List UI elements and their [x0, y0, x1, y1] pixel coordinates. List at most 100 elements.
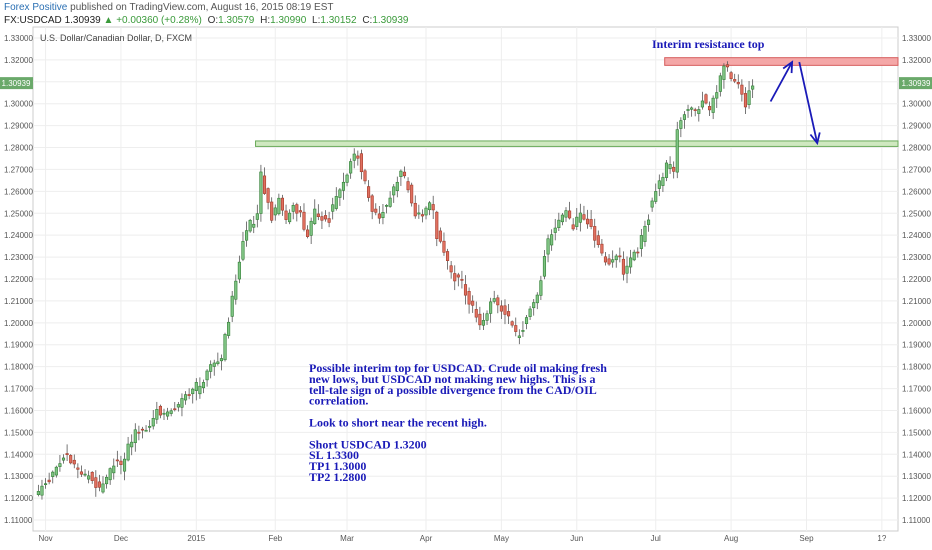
candle-up [697, 109, 701, 114]
candle-down [607, 258, 611, 265]
candle-down [410, 184, 414, 204]
candle-up [198, 385, 202, 395]
candle-down [467, 291, 471, 305]
candle-up [352, 153, 356, 161]
candle-down [140, 428, 145, 431]
candle-down [402, 171, 407, 177]
candle-down [266, 188, 270, 203]
x-tick-label: Jun [570, 534, 583, 543]
candle-up [557, 219, 561, 229]
y-tick-label-left: 1.16000 [4, 406, 33, 415]
candle-up [564, 210, 568, 218]
candle-up [535, 294, 539, 304]
candle-down [137, 431, 141, 434]
symbol-info: FX:USDCAD 1.30939 ▲ +0.00360 (+0.28%) O:… [4, 15, 408, 26]
candle-up [209, 364, 213, 372]
candle-up [381, 212, 385, 218]
candle-up [108, 468, 112, 481]
candle-up [349, 161, 353, 174]
candle-down [740, 84, 744, 95]
candle-down [420, 214, 424, 217]
y-tick-label-right: 1.28000 [902, 144, 931, 153]
candle-up [44, 483, 48, 485]
high-label: H: [260, 15, 271, 26]
candle-down [370, 195, 374, 212]
note-line: correlation. [309, 394, 368, 408]
y-tick-label-right: 1.13000 [902, 472, 931, 481]
candle-down [280, 197, 285, 211]
candle-down [119, 460, 123, 465]
candle-up [428, 202, 432, 211]
candle-up [751, 85, 755, 90]
candle-down [90, 471, 94, 481]
candle-up [546, 238, 550, 255]
candle-up [245, 230, 249, 241]
candle-up [126, 443, 130, 461]
candle-up [166, 411, 170, 417]
candle-up [417, 212, 421, 215]
candle-up [144, 429, 148, 432]
note-line: Short USDCAD 1.3200 [309, 437, 427, 451]
x-tick-label: 1? [877, 534, 886, 543]
candle-down [496, 297, 500, 306]
candle-up [341, 181, 346, 191]
candle-up [288, 212, 292, 223]
current-price-label-left: 1.30939 [2, 79, 31, 88]
open-label: O: [207, 15, 219, 26]
y-tick-label-right: 1.20000 [902, 319, 931, 328]
candle-down [374, 208, 378, 213]
symbol-name: FX:USDCAD [4, 15, 62, 26]
candle-up [614, 255, 618, 261]
candle-down [636, 251, 640, 254]
candle-up [112, 465, 116, 474]
resistance-zone [664, 57, 899, 66]
candle-down [69, 455, 73, 464]
candle-up [542, 256, 547, 277]
author-link[interactable]: Forex Positive [4, 2, 68, 13]
candle-down [72, 459, 76, 465]
candle-up [54, 466, 58, 476]
candle-down [729, 72, 733, 79]
y-tick-label-left: 1.22000 [4, 275, 33, 284]
axes: 1.330001.330001.320001.320001.310001.310… [0, 34, 932, 543]
note-line: TP1 1.3000 [309, 459, 366, 473]
x-tick-label: Jul [651, 534, 661, 543]
y-tick-label-left: 1.23000 [4, 253, 33, 262]
candle-up [122, 458, 127, 472]
candle-down [298, 210, 302, 213]
candle-up [180, 398, 184, 408]
candle-up [334, 196, 338, 209]
candle-up [521, 330, 525, 332]
y-tick-label-right: 1.27000 [902, 165, 931, 174]
candle-down [94, 477, 98, 488]
candle-up [338, 189, 342, 198]
y-tick-label-left: 1.12000 [4, 494, 33, 503]
candle-up [212, 362, 216, 367]
y-tick-label-right: 1.12000 [902, 494, 931, 503]
candle-down [510, 321, 514, 326]
chart-title: U.S. Dollar/Canadian Dollar, D, FXCM [40, 33, 192, 43]
candle-down [471, 300, 475, 306]
candle-up [715, 92, 719, 99]
candle-up [718, 75, 722, 92]
candle-up [550, 234, 554, 246]
candle-up [176, 404, 180, 408]
candle-up [686, 109, 690, 111]
resistance-label: Interim resistance top [652, 37, 765, 51]
candle-down [621, 258, 625, 275]
candle-up [183, 394, 188, 401]
candle-up [255, 213, 259, 220]
candle-down [187, 394, 191, 396]
y-tick-label-left: 1.18000 [4, 363, 33, 372]
x-tick-label: 2015 [187, 534, 205, 543]
candle-up [51, 471, 55, 477]
candle-down [442, 240, 446, 253]
candle-up [223, 334, 227, 361]
candle-up [517, 335, 521, 339]
candle-up [345, 174, 349, 183]
candle-down [115, 459, 119, 462]
candle-up [700, 100, 704, 108]
up-arrow-line [769, 61, 793, 102]
candle-down [618, 255, 622, 258]
